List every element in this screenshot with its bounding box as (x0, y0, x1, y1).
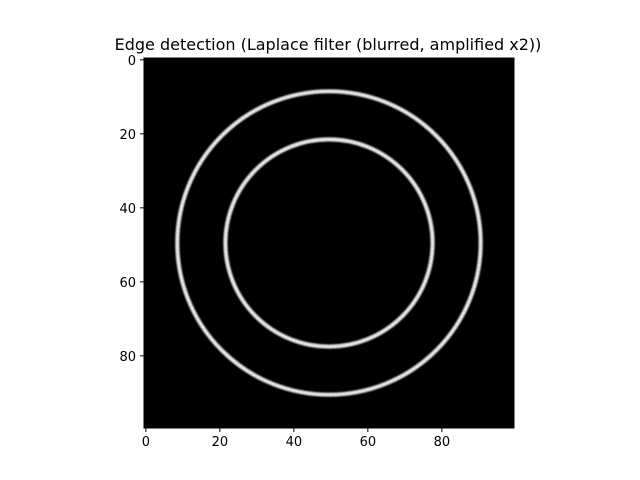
chart-title: Edge detection (Laplace filter (blurred,… (115, 35, 542, 54)
edge-ring-1 (176, 90, 482, 396)
y-tick-label-80: 80 (119, 350, 136, 365)
x-tick-label-20: 20 (212, 435, 229, 450)
y-tick-label-60: 60 (119, 276, 136, 291)
x-axis: 0 20 40 60 80 (142, 428, 450, 450)
y-tick-label-20: 20 (119, 128, 136, 143)
image-background (144, 58, 514, 428)
x-tick-label-60: 60 (360, 435, 377, 450)
y-tick-label-40: 40 (119, 202, 136, 217)
edge-ring-2 (224, 138, 434, 348)
x-tick-label-40: 40 (286, 435, 303, 450)
plot-area (143, 57, 515, 429)
y-axis: 0 20 40 60 80 (119, 54, 144, 365)
plot-frame (143, 57, 515, 429)
y-tick-label-0: 0 (128, 54, 136, 69)
x-tick-label-80: 80 (434, 435, 451, 450)
x-tick-label-0: 0 (142, 435, 150, 450)
